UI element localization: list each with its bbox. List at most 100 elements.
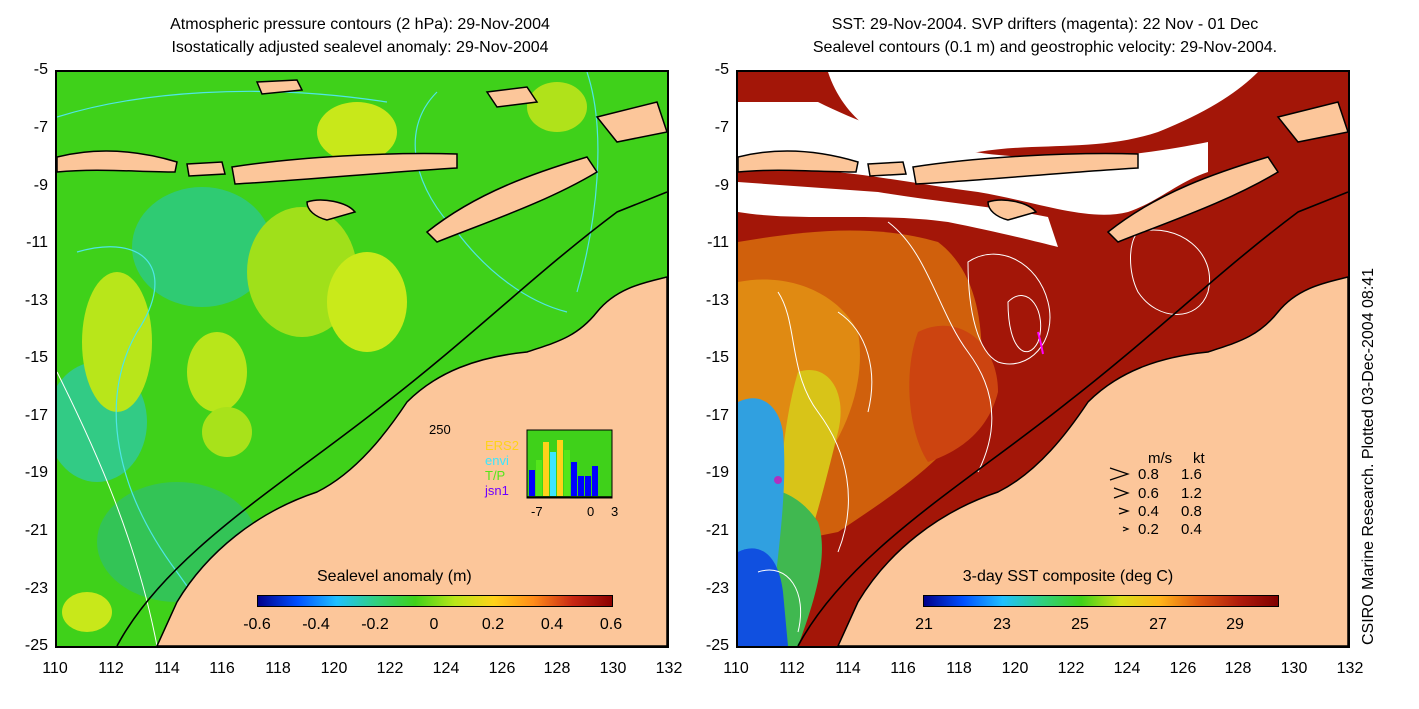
right-ytick: -9: [714, 177, 729, 194]
bali-lombok-island: [867, 161, 907, 177]
velocity-legend-kt: 0.4: [1181, 521, 1202, 538]
right-ytick: -23: [705, 580, 729, 597]
velocity-legend-arrow: [1109, 467, 1130, 481]
right-xtick: 120: [1001, 660, 1029, 677]
right-colorbar-title: 3-day SST composite (deg C): [962, 568, 1174, 585]
inset-xtick: -7: [531, 504, 543, 519]
pressure-contour: [57, 371, 158, 646]
right-xtick: 112: [779, 660, 805, 677]
left-ytick: -15: [24, 349, 48, 366]
sealevel-contour: [887, 221, 993, 473]
right-ytick: -15: [705, 349, 729, 366]
left-colorbar-tick: -0.2: [361, 616, 389, 633]
anomaly-blob-yellow: [62, 592, 112, 632]
sumba-island: [306, 199, 357, 221]
velocity-legend-kt: 0.8: [1181, 503, 1202, 520]
right-colorbar: [923, 595, 1279, 607]
left-colorbar-tick: 0: [429, 616, 439, 633]
sst-cooler: [738, 548, 788, 646]
sealevel-contour: [967, 253, 1051, 365]
anomaly-blob-yellow: [527, 82, 587, 132]
left-colorbar-title: Sealevel anomaly (m): [317, 568, 472, 585]
left-xtick: 120: [320, 660, 348, 677]
velocity-legend-header-kt: kt: [1193, 450, 1205, 467]
bali-lombok-island: [186, 161, 226, 177]
inset-legend-tp: T/P: [485, 468, 506, 483]
sealevel-contour: [1007, 295, 1042, 353]
left-ytick: -7: [33, 119, 48, 136]
right-map-graphics: [738, 72, 1348, 646]
left-colorbar-tick: 0.4: [540, 616, 564, 633]
velocity-legend-header-ms: m/s: [1148, 450, 1173, 467]
left-xtick: 132: [655, 660, 683, 677]
anomaly-blob-yellow: [327, 252, 407, 352]
right-colorbar-tick: 25: [1071, 616, 1089, 633]
left-xtick: 128: [543, 660, 571, 677]
right-ytick: -11: [707, 234, 729, 251]
pressure-contour: [57, 90, 388, 118]
velocity-legend-arrow: [1118, 507, 1130, 515]
left-xtick: 126: [488, 660, 516, 677]
left-xtick: 130: [599, 660, 627, 677]
velocity-legend-kt: 1.6: [1181, 466, 1202, 483]
right-xtick: 118: [946, 660, 972, 677]
left-map-graphics: [57, 72, 667, 646]
right-colorbar-tick: 29: [1226, 616, 1244, 633]
sumba-island: [987, 199, 1038, 221]
right-title-line2: Sealevel contours (0.1 m) and geostrophi…: [812, 39, 1278, 56]
timor-island: [425, 156, 599, 243]
java-island: [738, 150, 859, 173]
shelf-contour: [797, 191, 1348, 646]
cloud-nodata: [738, 182, 1058, 247]
left-ytick: -9: [33, 177, 48, 194]
cloud-nodata: [738, 102, 1208, 215]
left-colorbar-tick: -0.4: [302, 616, 330, 633]
anomaly-blob-cyan: [132, 187, 272, 307]
right-sst-map[interactable]: m/s kt 0.8 1.6 0.6 1.2 0.4 0.8 0.2 0.4 3…: [736, 70, 1350, 648]
right-ytick: -17: [705, 407, 729, 424]
left-sealevel-map[interactable]: 250 ERS2 envi T/P jsn1 -7 0 3 Sealevel a…: [55, 70, 669, 648]
northern-islands: [595, 101, 667, 143]
inset-xtick: 3: [611, 504, 619, 519]
inset-legend-envi: envi: [485, 453, 509, 468]
right-title-line1: SST: 29-Nov-2004. SVP drifters (magenta)…: [831, 16, 1259, 33]
anomaly-blob-yellow: [82, 272, 152, 412]
right-ytick: -13: [705, 292, 729, 309]
right-xtick: 122: [1057, 660, 1085, 677]
left-ytick: -25: [24, 637, 48, 654]
sealevel-contour: [777, 291, 849, 553]
inset-bars: [527, 440, 612, 498]
right-ytick: -7: [714, 119, 729, 136]
right-xtick: 114: [835, 660, 861, 677]
right-ytick: -5: [714, 61, 729, 78]
velocity-legend-arrow: [1122, 526, 1130, 532]
drifter-track: [1037, 331, 1044, 355]
left-colorbar-tick: -0.6: [243, 616, 271, 633]
right-ytick: -21: [705, 522, 729, 539]
left-colorbar-tick: 0.2: [481, 616, 505, 633]
anomaly-blob-yellow: [202, 407, 252, 457]
velocity-legend-ms: 0.8: [1138, 466, 1159, 483]
right-xtick: 124: [1113, 660, 1141, 677]
velocity-legend-kt: 1.2: [1181, 485, 1202, 502]
right-xtick: 130: [1280, 660, 1308, 677]
sealevel-contour: [837, 311, 873, 413]
sumbawa-flores-island: [231, 152, 458, 185]
anomaly-blob-yellow: [317, 102, 397, 162]
left-xtick: 116: [209, 660, 235, 677]
inset-legend-ers2: ERS2: [485, 438, 519, 453]
left-colorbar-tick: 0.6: [599, 616, 623, 633]
right-colorbar-tick: 27: [1149, 616, 1167, 633]
java-island: [57, 150, 178, 173]
inset-ymax-label: 250: [429, 422, 451, 437]
left-colorbar: [257, 595, 613, 607]
left-xtick: 122: [376, 660, 404, 677]
left-title-line2: Isostatically adjusted sealevel anomaly:…: [171, 39, 549, 56]
left-xtick: 124: [432, 660, 460, 677]
left-xtick: 114: [154, 660, 180, 677]
velocity-legend-ms: 0.6: [1138, 485, 1159, 502]
velocity-legend-arrow: [1113, 487, 1130, 499]
left-ytick: -17: [24, 407, 48, 424]
right-ytick: -19: [705, 464, 729, 481]
northern-islands: [1276, 101, 1348, 143]
